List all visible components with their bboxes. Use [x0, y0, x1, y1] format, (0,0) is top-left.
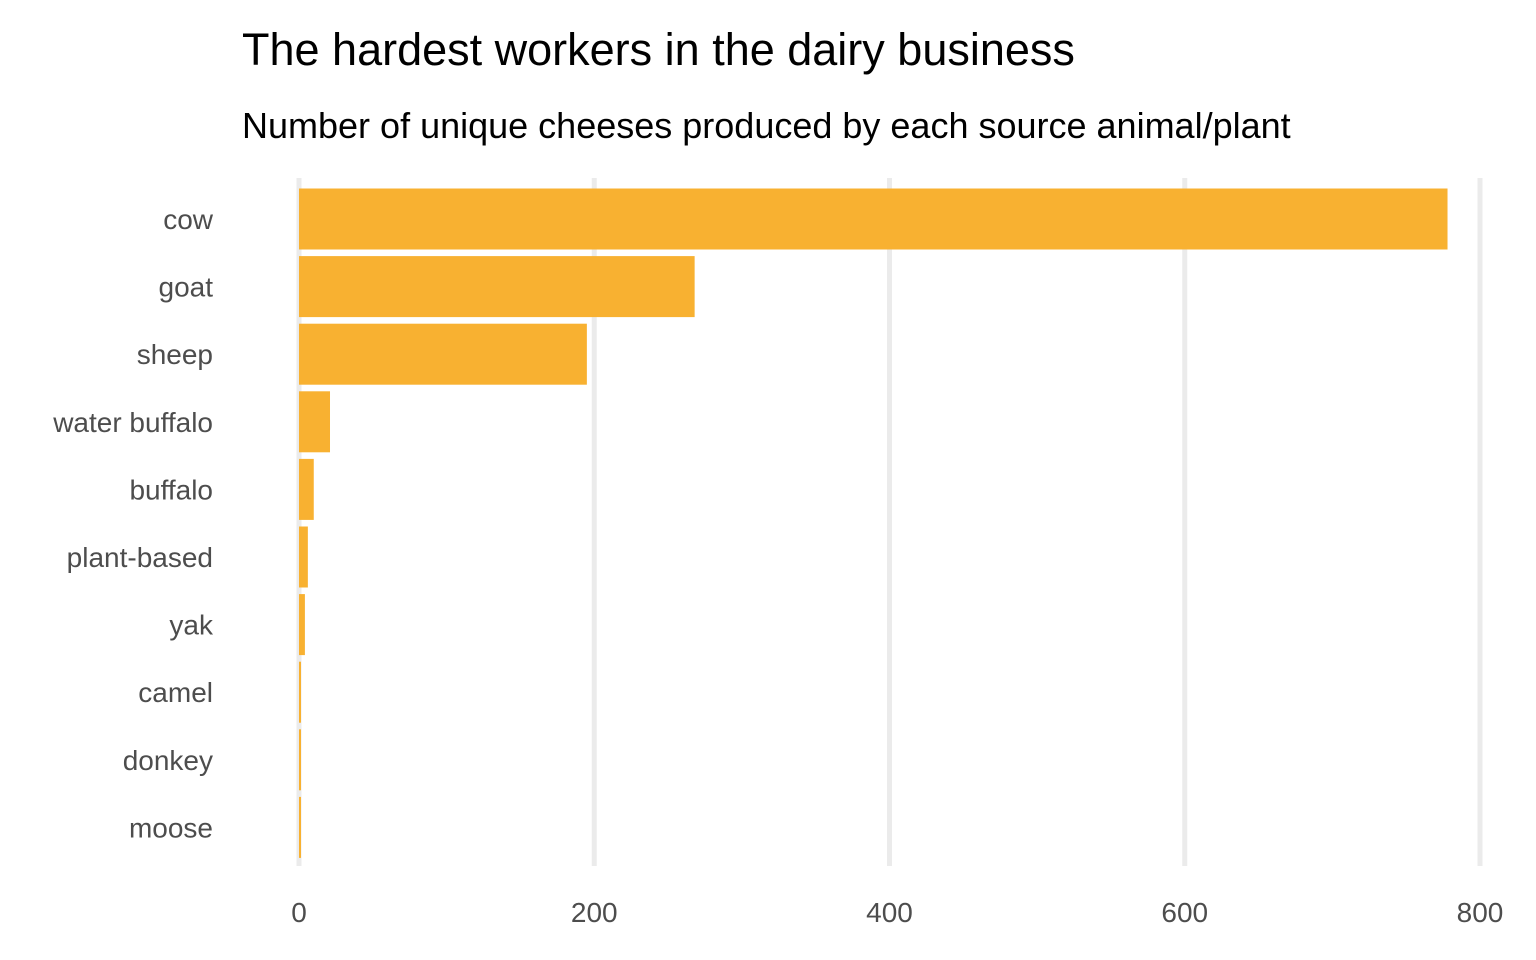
chart-title: The hardest workers in the dairy busines… — [242, 24, 1075, 75]
bars — [299, 188, 1448, 858]
x-tick-label: 400 — [866, 897, 913, 928]
category-label-sheep: sheep — [137, 339, 213, 370]
bar-donkey — [299, 729, 301, 791]
bar-cow — [299, 188, 1448, 250]
bar-camel — [299, 661, 301, 723]
chart-subtitle: Number of unique cheeses produced by eac… — [242, 105, 1291, 146]
bar-plant-based — [299, 526, 308, 588]
category-label-buffalo: buffalo — [129, 474, 213, 505]
category-label-water-buffalo: water buffalo — [52, 407, 213, 438]
category-label-plant-based: plant-based — [67, 542, 213, 573]
category-label-yak: yak — [169, 610, 214, 641]
category-label-moose: moose — [129, 812, 213, 843]
category-label-donkey: donkey — [123, 745, 213, 776]
category-label-cow: cow — [163, 204, 214, 235]
x-tick-label: 800 — [1457, 897, 1504, 928]
bar-yak — [299, 594, 305, 656]
category-label-camel: camel — [138, 677, 213, 708]
bar-moose — [299, 796, 301, 858]
category-axis: cow goat sheep water buffalo buffalo plant-ba… — [52, 204, 214, 843]
category-label-goat: goat — [159, 272, 214, 303]
x-tick-label: 200 — [571, 897, 618, 928]
bar-goat — [299, 256, 695, 318]
bar-water-buffalo — [299, 391, 331, 453]
x-tick-label: 600 — [1161, 897, 1208, 928]
value-axis: 0 200 400 600 800 — [291, 897, 1503, 928]
bar-buffalo — [299, 458, 314, 520]
bar-sheep — [299, 323, 587, 385]
x-tick-label: 0 — [291, 897, 307, 928]
